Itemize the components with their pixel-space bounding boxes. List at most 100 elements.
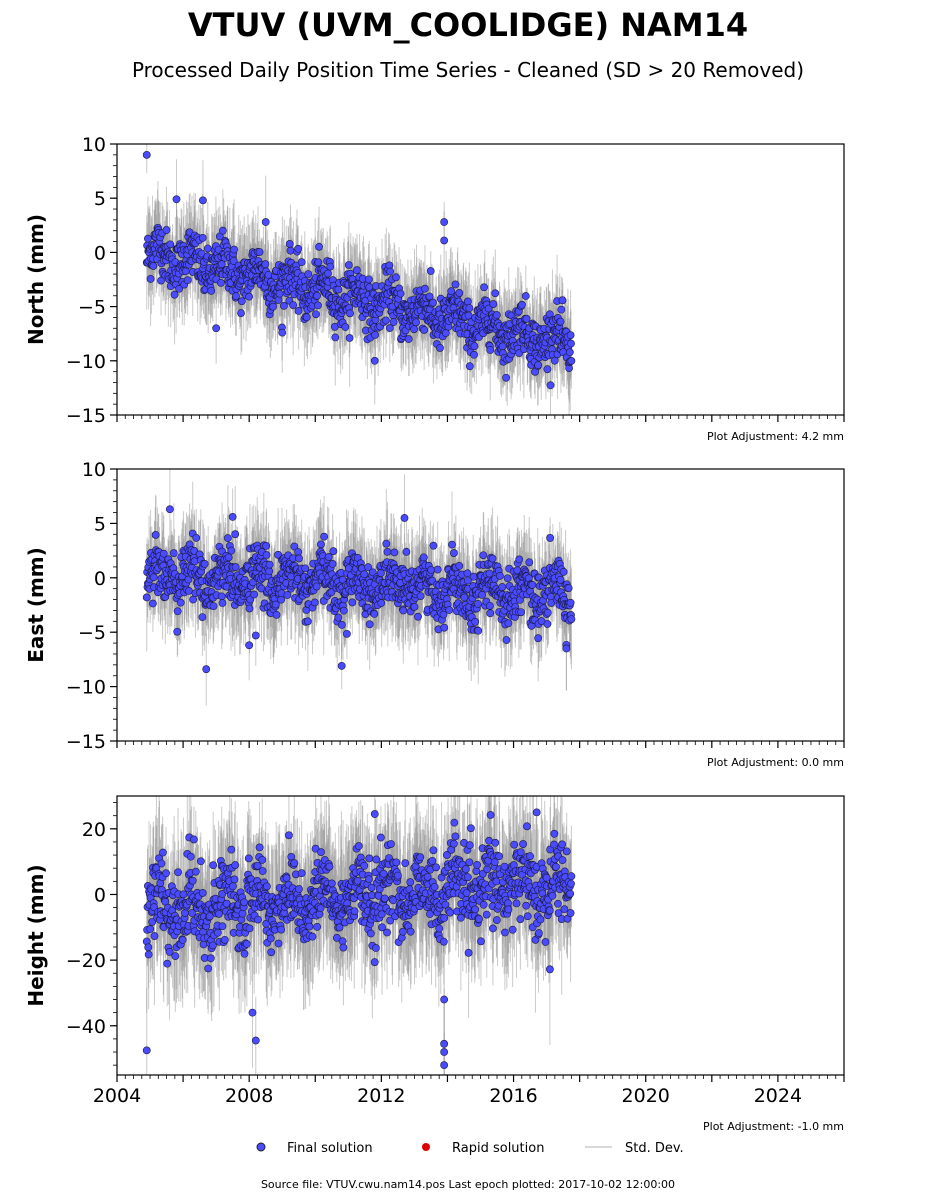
final-solution-point <box>199 196 207 205</box>
final-solution-point <box>317 540 325 549</box>
east-panel: 10 5 0 −5 −10 −15 East (mm) Plot Adjustment: … <box>24 459 845 769</box>
final-solution-point <box>470 350 478 359</box>
final-solution-point <box>183 276 192 285</box>
north-axes: 10 5 0 −5 −10 −15 <box>66 134 845 427</box>
final-solution-point <box>142 593 151 602</box>
figure-title: VTUV (UVM_COOLIDGE) NAM14 <box>188 6 748 44</box>
final-solution-point <box>559 567 568 576</box>
final-solution-point <box>198 613 207 622</box>
final-solution-point <box>556 575 565 584</box>
y-tick-label: −5 <box>78 297 106 319</box>
final-solution-point <box>521 292 530 300</box>
final-solution-point <box>463 297 472 306</box>
final-solution-point <box>371 330 379 339</box>
final-solution-point <box>469 572 478 581</box>
final-solution-point <box>245 292 254 301</box>
final-solution-point <box>348 598 357 607</box>
figure-subtitle: Processed Daily Position Time Series - C… <box>132 58 804 82</box>
final-solution-point <box>261 218 270 226</box>
final-solution-point <box>328 560 337 568</box>
final-solution-point <box>312 310 320 319</box>
final-solution-point <box>302 313 311 322</box>
final-solution-point <box>546 534 555 542</box>
final-solution-point <box>146 275 155 283</box>
final-solution-point <box>463 576 472 585</box>
y-tick-label: −10 <box>66 677 106 699</box>
final-solution-point <box>370 356 379 365</box>
final-solution-point <box>421 284 429 293</box>
final-solution-point <box>543 620 552 628</box>
final-solution-point <box>465 304 474 313</box>
final-solution-point <box>255 248 264 256</box>
final-solution-point <box>445 606 454 614</box>
final-solution-point <box>448 540 456 549</box>
final-solution-point <box>231 563 240 571</box>
final-solution-point <box>175 284 184 293</box>
final-solution-point <box>162 226 171 234</box>
final-solution-point <box>286 246 295 255</box>
final-solution-point <box>386 267 395 276</box>
y-tick-label: 5 <box>94 513 106 535</box>
final-solution-point <box>364 563 373 572</box>
final-solution-point <box>265 567 274 576</box>
final-solution-point <box>492 311 501 319</box>
final-solution-point <box>471 617 480 626</box>
final-solution-point <box>218 599 227 607</box>
final-solution-point <box>440 623 449 632</box>
final-solution-point <box>392 273 400 282</box>
final-solution-point <box>567 339 575 348</box>
final-solution-point <box>165 505 174 514</box>
final-solution-point <box>237 297 246 306</box>
final-solution-point <box>313 291 322 300</box>
final-solution-point <box>479 551 488 560</box>
final-solution-point <box>209 602 218 611</box>
final-solution-point <box>169 549 178 558</box>
final-solution-point <box>280 301 288 310</box>
final-solution-point <box>440 218 449 226</box>
final-solution-point <box>346 309 354 318</box>
final-solution-point <box>410 602 419 611</box>
final-solution-point <box>320 532 328 541</box>
final-solution-point <box>486 609 495 618</box>
final-solution-point <box>184 586 193 595</box>
final-solution-point <box>440 236 449 245</box>
final-solution-point <box>304 270 313 279</box>
final-solution-point <box>450 549 458 557</box>
y-tick-label: 0 <box>94 568 106 590</box>
final-solution-point <box>502 373 510 382</box>
final-solution-point <box>488 554 497 563</box>
final-solution-point <box>310 598 319 607</box>
final-solution-point <box>294 548 303 556</box>
final-solution-point <box>264 270 273 279</box>
final-solution-point <box>342 629 351 638</box>
final-solution-point <box>558 296 567 305</box>
final-solution-point <box>567 615 576 624</box>
final-solution-point <box>218 226 227 235</box>
final-solution-point <box>314 301 322 310</box>
final-solution-point <box>203 244 212 253</box>
final-solution-point <box>314 258 323 267</box>
final-solution-point <box>231 530 240 539</box>
final-solution-point <box>245 641 254 650</box>
final-solution-point <box>396 289 405 298</box>
final-solution-point <box>543 608 552 617</box>
final-solution-point <box>269 302 277 311</box>
final-solution-point <box>402 547 411 556</box>
final-solution-point <box>334 285 343 294</box>
final-solution-point <box>290 542 299 551</box>
final-solution-point <box>525 558 534 567</box>
final-solution-point <box>399 606 408 615</box>
final-solution-point <box>227 546 236 555</box>
final-solution-point <box>495 571 504 580</box>
final-solution-point <box>149 573 158 582</box>
final-solution-point <box>486 346 495 354</box>
final-solution-point <box>159 549 168 558</box>
final-solution-point <box>173 627 182 636</box>
y-tick-label: 5 <box>94 188 106 210</box>
final-solution-point <box>474 626 483 635</box>
final-solution-point <box>473 599 482 608</box>
final-solution-point <box>301 564 310 573</box>
final-solution-point <box>224 553 233 562</box>
solution-markers <box>142 505 576 674</box>
final-solution-point <box>451 280 460 289</box>
